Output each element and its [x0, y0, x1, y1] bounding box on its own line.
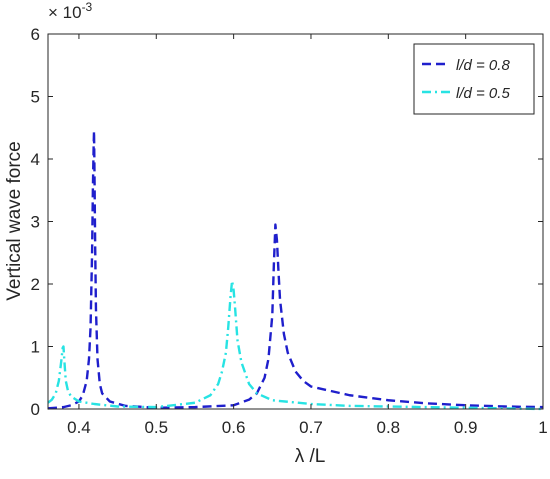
x-tick-label: 0.7 [299, 418, 323, 437]
y-tick-label: 1 [31, 338, 40, 357]
y-tick-label: 4 [31, 150, 40, 169]
exponent-label: × 10-3 [48, 0, 93, 22]
y-tick-label: 2 [31, 275, 40, 294]
legend-label-2: l/d = 0.5 [456, 85, 510, 102]
exponent-base: × 10 [48, 3, 82, 22]
legend: l/d = 0.8 l/d = 0.5 [413, 43, 535, 115]
exponent-value: -3 [82, 0, 93, 14]
series-line-1 [47, 129, 544, 410]
x-tick-label: 0.9 [454, 418, 478, 437]
y-tick-label: 3 [31, 213, 40, 232]
x-tick-label: 0.4 [67, 418, 91, 437]
x-tick-label: 1 [538, 418, 547, 437]
y-tick-label: 6 [31, 25, 40, 44]
legend-label-1: l/d = 0.8 [456, 57, 510, 74]
y-tick-label: 5 [31, 88, 40, 107]
y-tick-label: 0 [31, 400, 40, 419]
y-axis-label: Vertical wave force [4, 141, 25, 300]
legend-box [413, 43, 535, 115]
x-tick-label: 0.8 [376, 418, 400, 437]
x-tick-label: 0.5 [144, 418, 168, 437]
x-axis-label: λ /L [295, 446, 326, 467]
ticks-layer: 0.4 0.5 0.6 0.7 0.8 0.9 1 0 1 2 3 4 5 6 [31, 25, 548, 437]
x-tick-label: 0.6 [222, 418, 246, 437]
